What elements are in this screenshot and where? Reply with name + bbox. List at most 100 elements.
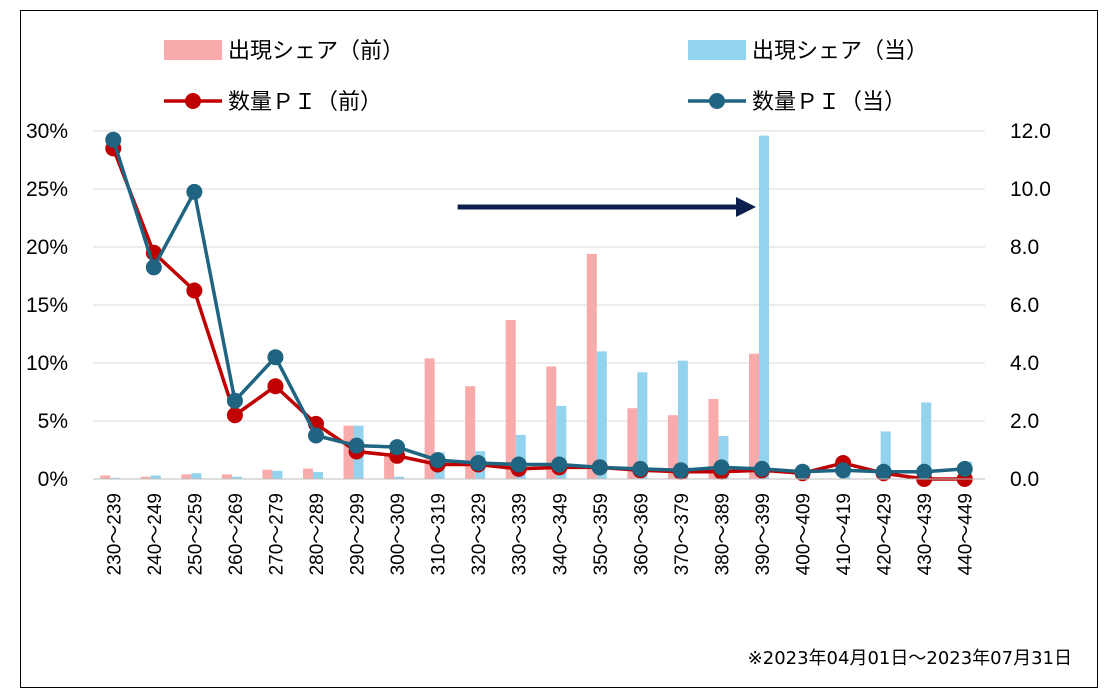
x-category-label: 350～359: [591, 493, 612, 575]
y-right-tick-label: 8.0: [1010, 236, 1039, 259]
series-point: [389, 439, 406, 456]
y-left-tick-label: 0%: [38, 468, 68, 491]
bar: [586, 253, 597, 479]
y-right-tick-label: 6.0: [1010, 294, 1039, 317]
x-category-label: 290～299: [348, 493, 369, 575]
bar: [556, 405, 567, 479]
y-left-tick-label: 10%: [26, 352, 68, 375]
bar: [921, 402, 932, 479]
x-category-label: 250～259: [185, 493, 206, 575]
series-point: [105, 131, 122, 148]
series-point: [186, 183, 203, 200]
bar: [100, 475, 111, 479]
series-point: [145, 259, 162, 276]
series-point: [510, 456, 527, 473]
bar: [667, 415, 678, 479]
x-category-label: 420～429: [875, 493, 896, 575]
bar: [272, 470, 283, 479]
legend-label: 出現シェア（当）: [752, 39, 928, 64]
y-left-tick-label: 5%: [38, 410, 68, 433]
legend: 出現シェア（前） 出現シェア（当） 数量ＰＩ（前） 数量ＰＩ（当）: [164, 39, 928, 115]
bar: [343, 425, 354, 479]
x-category-label: 370～379: [672, 493, 693, 575]
y-left-tick-label: 20%: [26, 236, 68, 259]
series-line: [111, 139, 965, 474]
series-point: [226, 407, 243, 424]
x-category-label: 430～439: [915, 493, 936, 575]
y-right-tick-label: 10.0: [1010, 178, 1051, 201]
series-point: [956, 460, 973, 477]
series-point: [551, 456, 568, 473]
bar: [465, 386, 476, 479]
bar: [262, 469, 273, 479]
series-point: [632, 460, 649, 477]
bar: [394, 476, 405, 479]
legend-swatch: [164, 40, 222, 60]
bar: [181, 474, 192, 479]
series-point: [713, 459, 730, 476]
bar-series: [100, 135, 972, 479]
bar: [221, 474, 232, 479]
legend-label: 数量ＰＩ（当）: [752, 90, 906, 115]
y-right-tick-label: 0.0: [1010, 468, 1039, 491]
x-category-label: 320～329: [469, 493, 490, 575]
series-point: [916, 463, 933, 480]
y-left-tick-label: 15%: [26, 294, 68, 317]
x-category-label: 240～249: [145, 493, 166, 575]
x-category-label: 390～399: [753, 493, 774, 575]
y-right-tick-label: 4.0: [1010, 352, 1039, 375]
bar: [231, 476, 242, 479]
bar: [424, 358, 435, 479]
series-point: [226, 392, 243, 409]
grid-lines: [93, 130, 985, 480]
series-point: [591, 459, 608, 476]
series-point: [429, 452, 446, 469]
annotations: ※2023年04月01日～2023年07月31日: [457, 197, 1072, 669]
bar: [546, 366, 557, 479]
x-category-label: 410～419: [834, 493, 855, 575]
x-category-label: 270～279: [266, 493, 287, 575]
x-category-label: 280～289: [307, 493, 328, 575]
bar: [749, 353, 759, 479]
x-category-label: 380～389: [712, 493, 733, 575]
bar: [708, 398, 719, 479]
series-point: [470, 455, 487, 472]
series-point: [267, 378, 284, 395]
series-point: [308, 427, 324, 444]
series-point: [835, 462, 852, 479]
x-category-label: 360～369: [631, 493, 652, 575]
legend-label: 出現シェア（前）: [228, 39, 404, 64]
legend-marker: [709, 93, 725, 109]
bar: [505, 320, 516, 479]
bar: [384, 455, 395, 479]
x-category-label: 230～239: [104, 493, 125, 575]
axes: 0% 5% 10% 15% 20% 25% 30% 0.0 2.0 4.0 6.0 8.0 10.0 12…: [26, 120, 1051, 575]
bar: [110, 477, 121, 479]
legend-swatch: [688, 40, 746, 60]
series-point: [754, 460, 770, 477]
x-category-label: 330～339: [510, 493, 531, 575]
series-point: [348, 437, 365, 454]
series-point: [186, 282, 203, 299]
legend-marker: [185, 93, 201, 109]
y-right-tick-label: 2.0: [1010, 410, 1039, 433]
bar: [677, 360, 688, 479]
series-point: [267, 349, 284, 366]
bar: [718, 436, 729, 479]
bar: [191, 473, 202, 479]
x-category-label: 300～309: [388, 493, 409, 575]
bar: [313, 472, 323, 479]
date-range-note: ※2023年04月01日～2023年07月31日: [748, 648, 1072, 669]
x-category-label: 340～349: [550, 493, 571, 575]
bar: [303, 468, 313, 479]
line-series: [105, 131, 973, 487]
y-left-tick-label: 25%: [26, 178, 68, 201]
x-category-label: 440～449: [956, 493, 977, 575]
series-point: [794, 463, 811, 480]
series-line: [111, 147, 965, 481]
bar: [627, 408, 638, 479]
bar: [759, 135, 769, 479]
y-right-tick-label: 12.0: [1010, 120, 1051, 143]
x-category-label: 310～319: [429, 493, 450, 575]
